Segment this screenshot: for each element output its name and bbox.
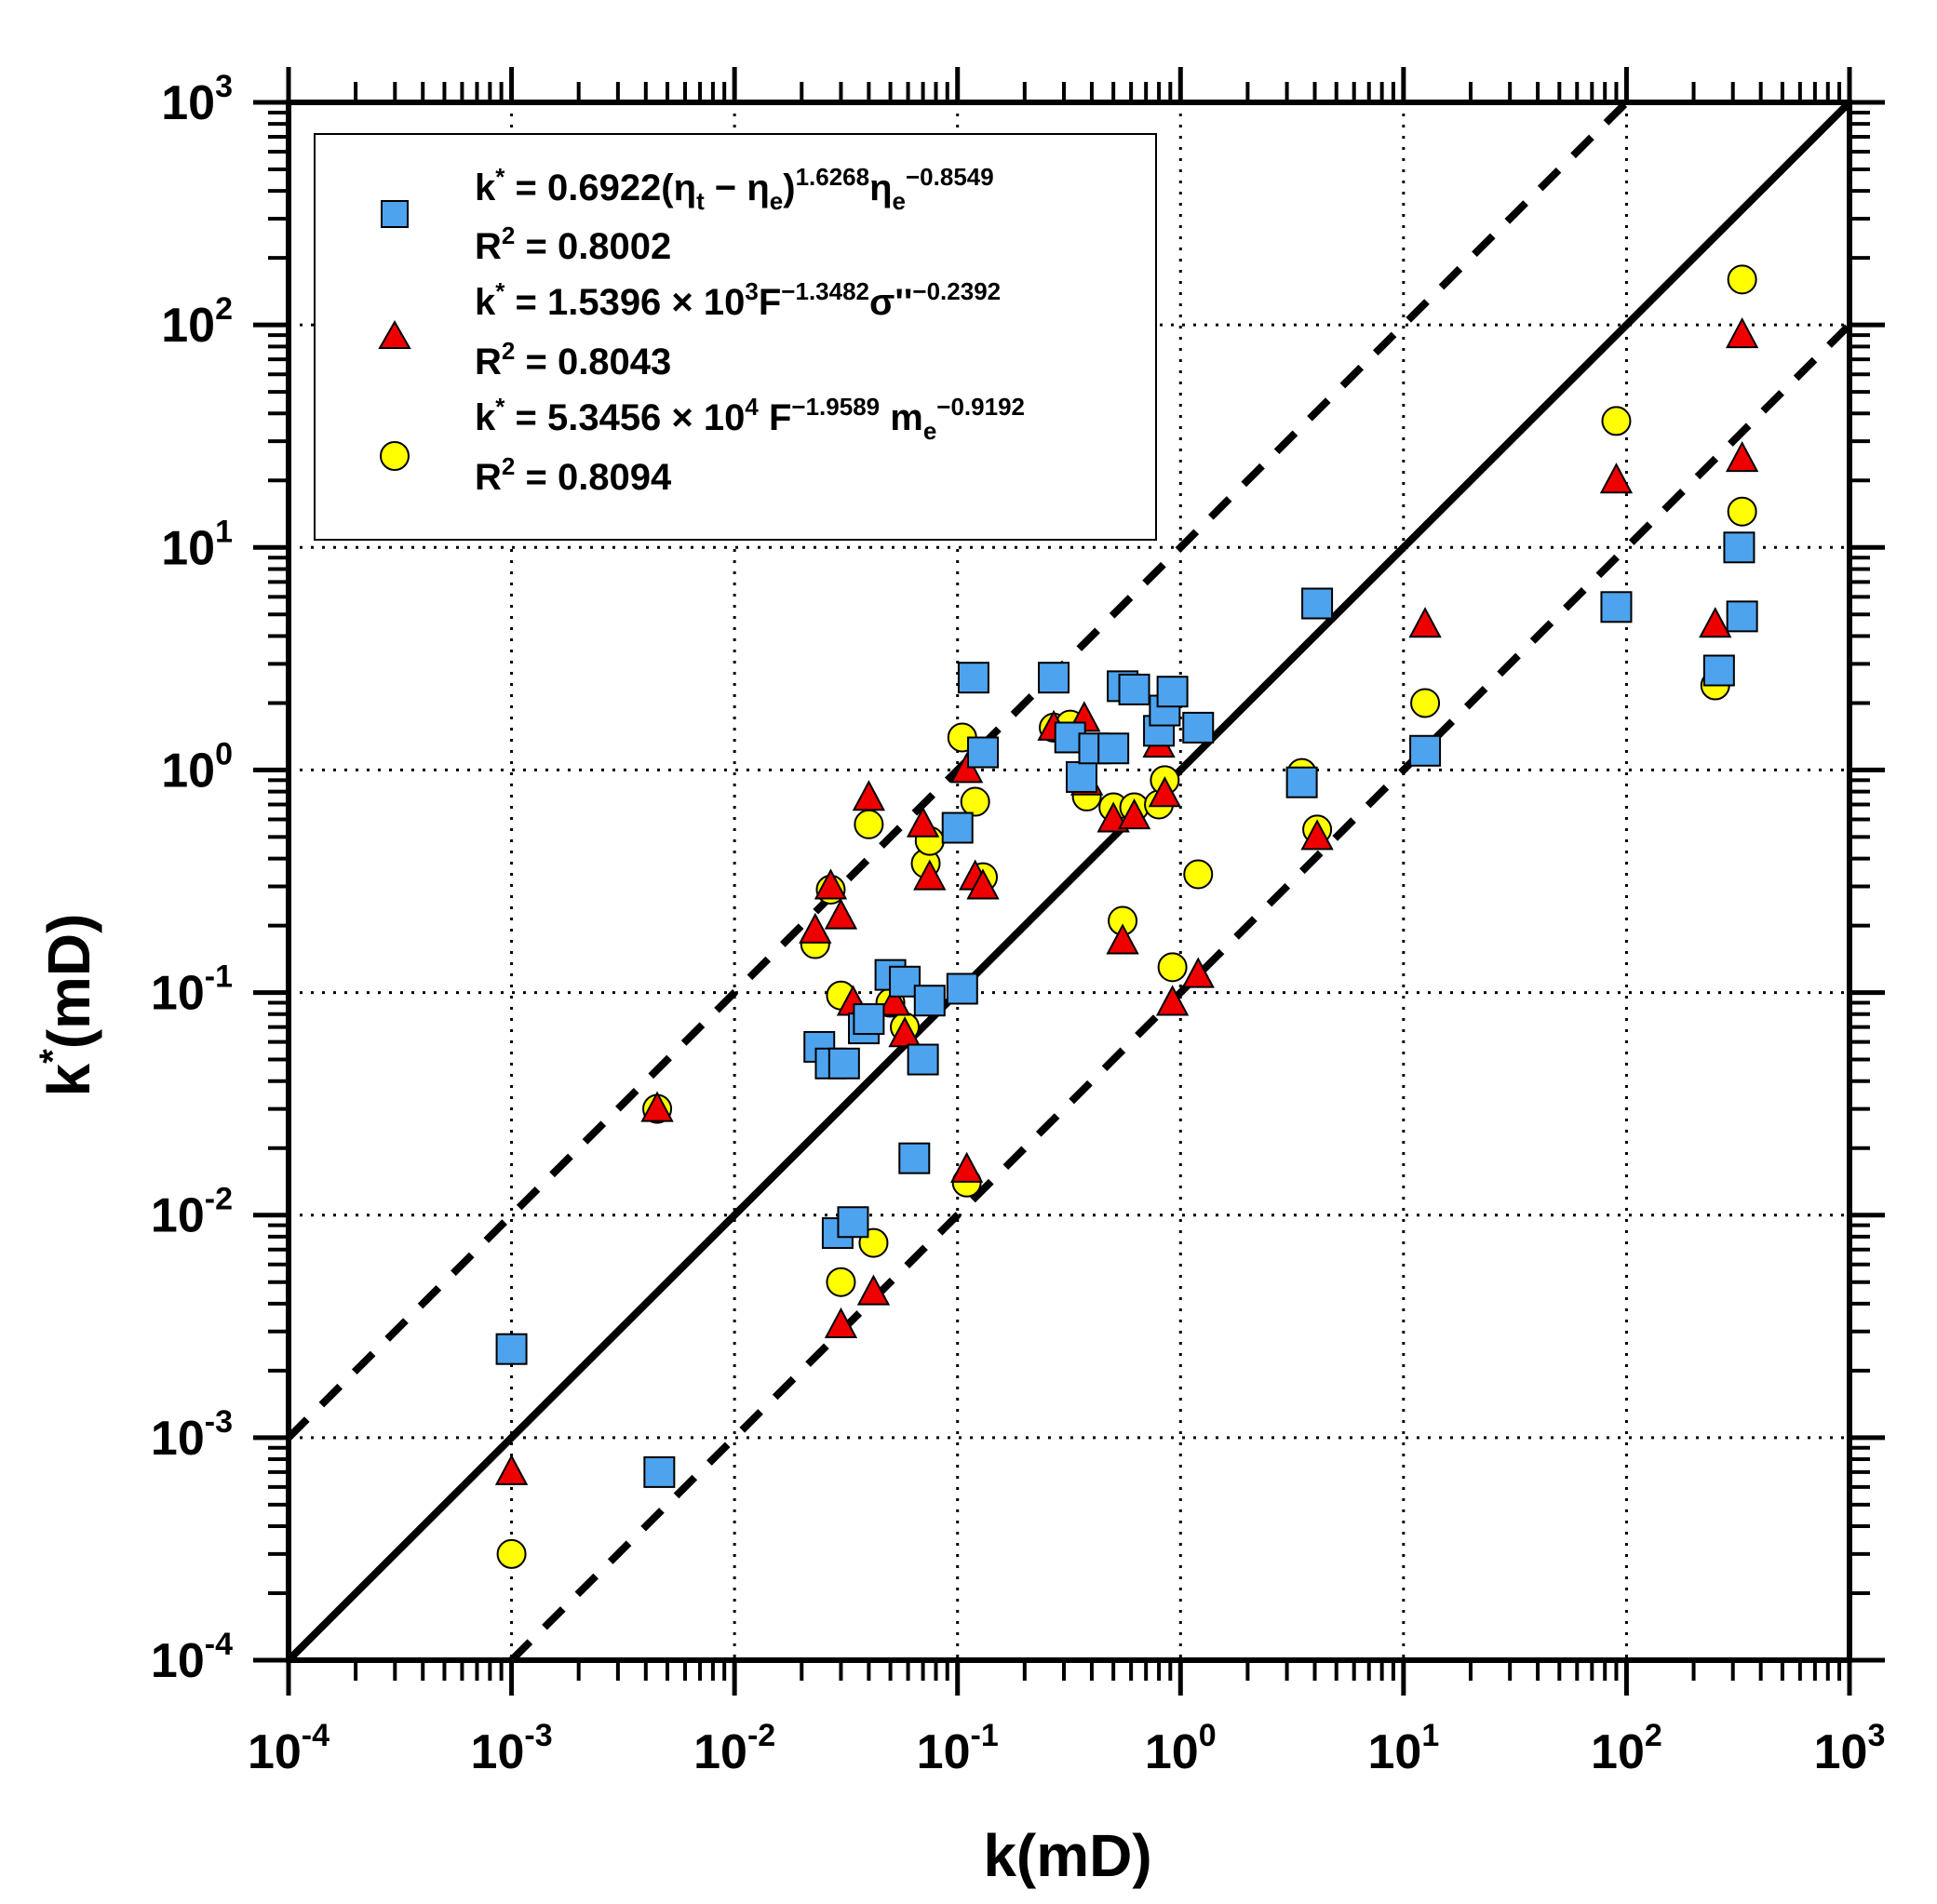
square-point bbox=[1097, 732, 1130, 765]
legend-eq-2: k* = 1.5396 × 103F−1.3482σ''−0.2392 bbox=[475, 277, 1001, 323]
y-tick-label: 103 bbox=[161, 69, 233, 130]
triangle-point bbox=[824, 898, 858, 930]
legend-box bbox=[314, 133, 1157, 541]
square-point bbox=[643, 1455, 676, 1488]
square-point bbox=[1301, 587, 1334, 620]
triangle-point bbox=[1699, 607, 1732, 638]
triangle-point bbox=[640, 1091, 674, 1122]
square-point bbox=[907, 1043, 939, 1076]
square-point bbox=[913, 985, 946, 1017]
circle-point bbox=[960, 786, 990, 817]
legend-r2-1: R2 = 0.8002 bbox=[475, 221, 671, 267]
triangle-point bbox=[913, 859, 947, 891]
data-points bbox=[494, 264, 1759, 1569]
triangle-point bbox=[1181, 957, 1215, 988]
circle-point bbox=[1727, 264, 1757, 295]
tick-labels: 10-410-4 10-3 10-3 10-2 10-2 10-1 10-1 100 100 10… bbox=[151, 69, 1885, 1779]
square-point bbox=[1285, 766, 1318, 798]
bound-line bbox=[508, 322, 1852, 1663]
x-tick-label: 101 bbox=[1367, 1718, 1439, 1779]
circle-point bbox=[1601, 406, 1632, 436]
square-point bbox=[957, 662, 989, 694]
legend: k* = 0.6922(ηt − ηe)1.6268ηe−0.8549 R2 =… bbox=[314, 133, 1157, 541]
triangle-point bbox=[494, 1454, 529, 1485]
y-tick-label: 100 bbox=[161, 736, 233, 798]
triangle-point bbox=[824, 1307, 858, 1339]
triangle-point bbox=[1725, 440, 1759, 473]
y-tick-label: 10-2 bbox=[151, 1182, 233, 1243]
x-tick-label: 102 bbox=[1591, 1718, 1662, 1779]
square-point bbox=[1156, 676, 1189, 708]
legend-r2-3: R2 = 0.8094 bbox=[475, 452, 672, 498]
square-point bbox=[1038, 662, 1070, 694]
square-point bbox=[967, 736, 1000, 769]
triangle-point bbox=[1408, 607, 1442, 638]
square-point bbox=[941, 811, 974, 844]
triangle-point bbox=[1117, 798, 1151, 830]
y-tick-label: 10-4 bbox=[151, 1627, 233, 1688]
circle-point bbox=[496, 1538, 527, 1569]
triangle-point bbox=[878, 985, 911, 1016]
plot-frame bbox=[286, 100, 1852, 1663]
triangle-point bbox=[856, 1274, 891, 1306]
circle-point bbox=[854, 809, 884, 839]
x-tick-label: 10-2 bbox=[693, 1718, 775, 1779]
y-tick-label: 10-1 bbox=[151, 959, 233, 1021]
y-tick-label: 102 bbox=[161, 291, 233, 353]
square-point bbox=[1702, 654, 1735, 687]
square-point bbox=[946, 972, 978, 1005]
square-point bbox=[1600, 591, 1633, 623]
legend-eq-1: k* = 0.6922(ηt − ηe)1.6268ηe−0.8549 bbox=[475, 163, 994, 215]
x-tick-label: 10-3 bbox=[471, 1718, 553, 1779]
square-point bbox=[1409, 734, 1442, 767]
circle-point bbox=[1183, 859, 1214, 890]
y-tick-label: 101 bbox=[161, 514, 233, 575]
circle-point bbox=[1157, 952, 1188, 983]
one-to-one-line bbox=[286, 100, 1852, 1663]
x-axis-title: k(mD) bbox=[983, 1822, 1151, 1889]
triangle-point bbox=[1155, 985, 1190, 1016]
triangle-point bbox=[1599, 463, 1634, 494]
square-point bbox=[1182, 711, 1215, 744]
triangle-point bbox=[799, 912, 832, 944]
circle-point bbox=[826, 1267, 856, 1297]
legend-r2-2: R2 = 0.8043 bbox=[475, 337, 671, 382]
square-point bbox=[1118, 673, 1150, 705]
legend-circle-marker bbox=[380, 441, 410, 471]
legend-eq-3: k* = 5.3456 × 104 F−1.9589 me−0.9192 bbox=[475, 393, 1025, 445]
square-point bbox=[837, 1206, 869, 1239]
triangle-point bbox=[906, 806, 940, 838]
axis-ticks bbox=[253, 67, 1885, 1696]
y-tick-label: 10-3 bbox=[151, 1404, 233, 1466]
legend-triangle-marker bbox=[378, 319, 411, 349]
x-tick-label: 10-4 bbox=[248, 1718, 330, 1779]
triangle-point bbox=[814, 868, 848, 900]
triangle-point bbox=[966, 868, 1000, 900]
circle-point bbox=[1727, 496, 1757, 527]
x-tick-label: 103 bbox=[1814, 1718, 1886, 1779]
square-point bbox=[1065, 760, 1097, 793]
x-tick-label: 100 bbox=[1145, 1718, 1217, 1779]
legend-square-marker bbox=[381, 200, 409, 228]
circle-point bbox=[1410, 688, 1441, 718]
square-point bbox=[1726, 600, 1758, 633]
square-point bbox=[827, 1047, 860, 1079]
triangle-point bbox=[1106, 923, 1139, 955]
square-point bbox=[853, 1003, 885, 1036]
triangle-point bbox=[852, 780, 886, 811]
plot-border bbox=[286, 100, 1852, 1663]
y-axis-title: k*(mD) bbox=[33, 914, 102, 1097]
triangle-point bbox=[1148, 776, 1182, 808]
square-point bbox=[898, 1142, 931, 1174]
triangle-point bbox=[949, 1151, 984, 1183]
triangle-point bbox=[888, 1016, 921, 1048]
square-point bbox=[1723, 531, 1755, 564]
triangle-point bbox=[1725, 316, 1759, 349]
triangle-point bbox=[1300, 819, 1334, 851]
square-point bbox=[495, 1333, 528, 1365]
x-tick-label: 10-1 bbox=[917, 1718, 999, 1779]
